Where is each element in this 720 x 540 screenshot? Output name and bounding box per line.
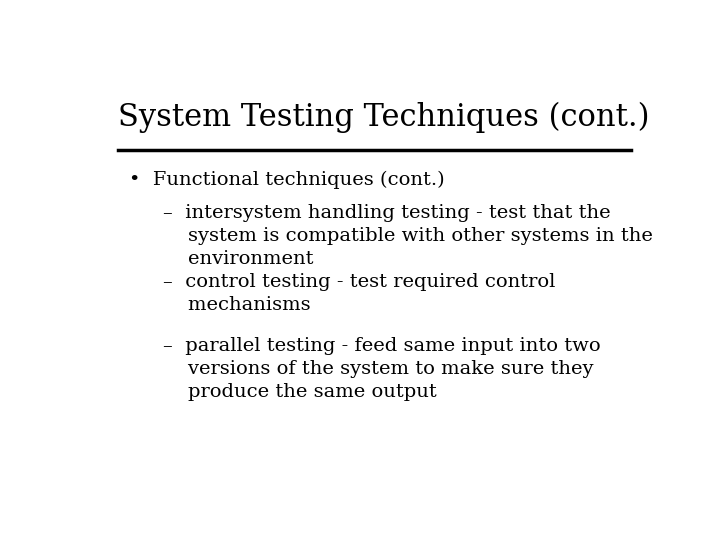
Text: •  Functional techniques (cont.): • Functional techniques (cont.) — [129, 171, 445, 189]
Text: –  control testing - test required control
    mechanisms: – control testing - test required contro… — [163, 273, 555, 314]
Text: System Testing Techniques (cont.): System Testing Techniques (cont.) — [118, 102, 649, 133]
Text: –  intersystem handling testing - test that the
    system is compatible with ot: – intersystem handling testing - test th… — [163, 204, 652, 268]
Text: –  parallel testing - feed same input into two
    versions of the system to mak: – parallel testing - feed same input int… — [163, 337, 600, 401]
